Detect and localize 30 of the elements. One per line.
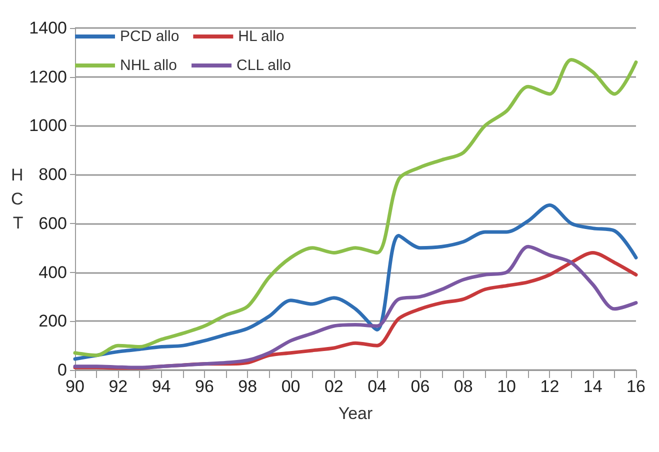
y-tick-label: 200 (38, 312, 67, 331)
legend-label: NHL allo (120, 57, 177, 74)
x-tick-label: 90 (66, 377, 84, 396)
x-tick-label: 08 (454, 377, 473, 396)
x-tick-label: 16 (626, 377, 646, 396)
x-tick-label: 06 (410, 377, 430, 396)
line-series (73, 58, 638, 358)
x-tick-label: 10 (497, 377, 516, 396)
x-tick-label: 96 (194, 377, 214, 396)
legend-label: PCD allo (120, 28, 180, 45)
x-tick-label: 04 (368, 377, 387, 396)
x-tick-label: 94 (152, 377, 171, 396)
line-series (73, 203, 638, 361)
x-axis-title: Year (338, 404, 374, 423)
y-tick-label: 600 (38, 214, 67, 233)
y-tick-label: 400 (38, 262, 67, 282)
y-tick-label: 1400 (29, 18, 67, 38)
x-tick-label: 12 (540, 377, 560, 396)
legend-label: CLL allo (236, 57, 292, 74)
x-tick-label: 92 (108, 377, 128, 396)
y-tick-label: 800 (38, 165, 67, 184)
x-tick-label: 14 (583, 377, 602, 396)
x-tick-label: 02 (324, 377, 344, 396)
x-tick-label: 98 (238, 377, 258, 396)
legend-label: HL allo (238, 28, 284, 45)
y-axis-title: HCT (10, 166, 24, 232)
x-tick-label: 00 (281, 377, 300, 396)
y-tick-label: 0 (58, 360, 67, 380)
y-tick-label: 1000 (29, 116, 67, 136)
y-tick-label: 1200 (29, 67, 67, 86)
